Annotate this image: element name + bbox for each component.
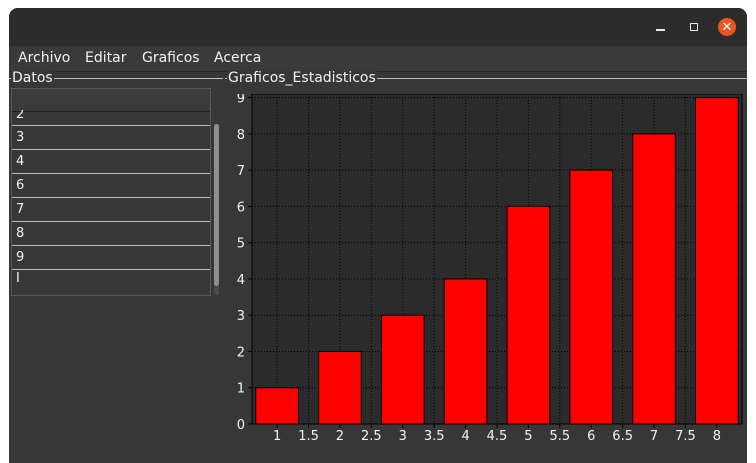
title-bar: ✕ xyxy=(9,8,747,45)
y-tick-label: 1 xyxy=(237,382,245,397)
list-item[interactable]: 4 xyxy=(12,150,210,174)
list-item[interactable]: 7 xyxy=(12,198,210,222)
list-item[interactable]: 9 xyxy=(12,246,210,270)
y-tick-label: 0 xyxy=(237,418,245,433)
bar-chart: 1 1.5 2 2.5 3 3.5 4 4.5 5 5.5 6 6.5 7 7.5 8 0 1 2 3 4 5 6 7 8 9 xyxy=(231,92,747,456)
app-window: ✕ Archivo Editar Graficos Acerca Datos 2… xyxy=(9,8,747,463)
datos-list[interactable]: 2 3 4 6 7 8 9 I xyxy=(11,88,211,296)
x-tick-label: 4.5 xyxy=(487,429,508,444)
list-scrollbar[interactable] xyxy=(214,124,219,295)
x-tick-label: 7.5 xyxy=(675,429,696,444)
menu-graficos[interactable]: Graficos xyxy=(142,50,200,66)
datos-group-frame xyxy=(9,78,223,79)
bar xyxy=(695,97,739,425)
menu-bar: Archivo Editar Graficos Acerca xyxy=(9,45,747,72)
y-tick-label: 8 xyxy=(237,128,245,143)
x-tick-label: 2 xyxy=(336,429,344,444)
x-tick-label: 7 xyxy=(650,429,658,444)
bar xyxy=(632,133,676,425)
y-tick-label: 9 xyxy=(237,94,245,107)
bar-chart-svg: 1 1.5 2 2.5 3 3.5 4 4.5 5 5.5 6 6.5 7 7.5 8 0 1 2 3 4 5 6 7 8 9 xyxy=(237,92,743,444)
list-item[interactable]: 2 xyxy=(12,110,210,126)
x-tick-label: 5 xyxy=(524,429,532,444)
x-tick-label: 5.5 xyxy=(549,429,570,444)
x-tick-label: 6.5 xyxy=(612,429,633,444)
list-item[interactable]: 6 xyxy=(12,174,210,198)
x-tick-label: 3.5 xyxy=(424,429,445,444)
x-tick-label: 8 xyxy=(713,429,721,444)
bar xyxy=(318,350,362,425)
x-tick-label: 1.5 xyxy=(298,429,319,444)
menu-acerca[interactable]: Acerca xyxy=(214,50,262,66)
bar xyxy=(443,278,488,425)
y-tick-label: 2 xyxy=(237,345,245,360)
list-item[interactable]: 3 xyxy=(12,126,210,150)
bar xyxy=(380,314,425,425)
y-tick-label: 7 xyxy=(237,164,245,179)
y-tick-label: 6 xyxy=(237,200,245,215)
y-tick-label: 3 xyxy=(237,309,245,324)
y-tick-label: 5 xyxy=(237,237,245,252)
y-tick-label: 4 xyxy=(237,273,245,288)
x-tick-label: 2.5 xyxy=(361,429,382,444)
graficos-group-frame xyxy=(225,78,747,79)
graficos-group-title: Graficos_Estadisticos xyxy=(227,70,377,86)
maximize-icon[interactable] xyxy=(685,18,703,36)
list-item[interactable]: I xyxy=(16,271,20,286)
menu-archivo[interactable]: Archivo xyxy=(18,50,71,66)
x-tick-label: 4 xyxy=(461,429,469,444)
bar xyxy=(569,169,614,425)
menu-editar[interactable]: Editar xyxy=(85,50,127,66)
minimize-icon[interactable] xyxy=(651,18,669,36)
bar xyxy=(506,205,551,425)
x-tick-label: 6 xyxy=(587,429,595,444)
list-edit-field[interactable] xyxy=(12,89,210,112)
list-item[interactable]: 8 xyxy=(12,222,210,246)
x-tick-label: 1 xyxy=(273,429,281,444)
list-scrollbar-thumb[interactable] xyxy=(214,124,219,286)
close-icon[interactable]: ✕ xyxy=(718,18,736,36)
bar xyxy=(255,387,299,425)
x-tick-label: 3 xyxy=(399,429,407,444)
datos-group-title: Datos xyxy=(11,70,54,86)
